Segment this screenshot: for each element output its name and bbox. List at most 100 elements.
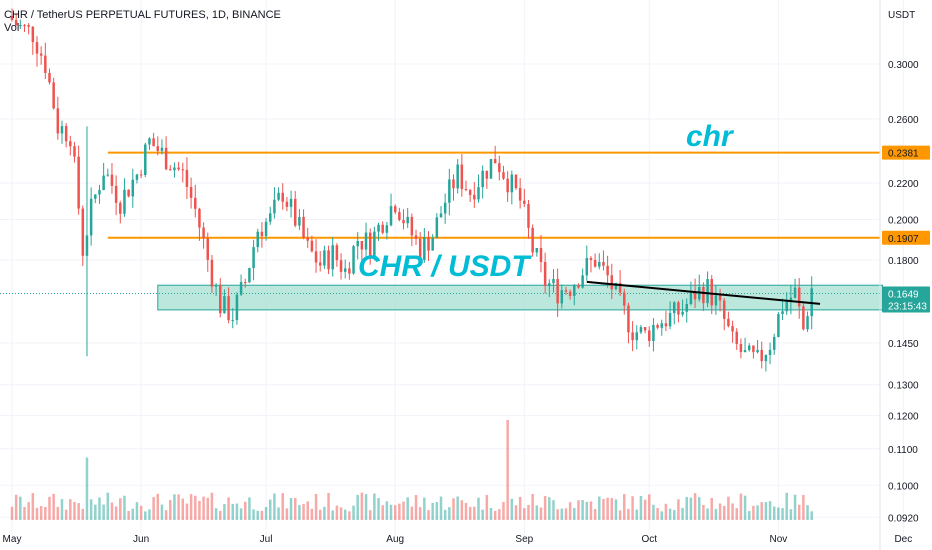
- volume-bar: [589, 501, 593, 520]
- volume-bars: [10, 420, 813, 520]
- volume-bar: [210, 492, 214, 520]
- candle-body: [456, 164, 459, 189]
- volume-bar: [577, 500, 580, 520]
- candle-body: [177, 167, 180, 170]
- candle-body: [727, 318, 730, 327]
- volume-bar: [356, 494, 359, 520]
- candle-body: [77, 156, 80, 209]
- candle-body: [560, 290, 564, 304]
- volume-bar: [206, 497, 210, 520]
- volume-bar: [789, 509, 793, 520]
- volume-bar: [677, 499, 680, 520]
- candle-body: [777, 314, 780, 338]
- chr-annotation: chr: [686, 120, 735, 153]
- candle-body: [527, 203, 530, 228]
- candle-body: [289, 198, 293, 207]
- candle-body: [614, 282, 618, 290]
- candle-body: [302, 217, 305, 238]
- volume-bar: [348, 511, 351, 520]
- volume-bar: [19, 496, 22, 520]
- volume-bar: [256, 510, 259, 520]
- candle-body: [635, 332, 639, 341]
- candle-body: [106, 174, 110, 176]
- candle-body: [268, 213, 272, 222]
- candle-body: [381, 224, 384, 233]
- trendline: [586, 280, 821, 305]
- volume-bar: [702, 504, 705, 520]
- volume-bar: [181, 498, 185, 520]
- volume-bar: [806, 505, 809, 520]
- volume-bar: [760, 502, 763, 520]
- candle-body: [273, 199, 276, 214]
- candle-body: [293, 198, 297, 226]
- volume-bar: [493, 510, 497, 520]
- volume-bar: [785, 492, 788, 520]
- volume-bar: [44, 507, 47, 520]
- candle-body: [518, 188, 522, 201]
- volume-bar: [664, 503, 668, 520]
- volume-bar: [260, 510, 264, 520]
- volume-bar: [602, 498, 605, 520]
- y-tick-label: 0.1800: [888, 256, 919, 267]
- volume-bar: [144, 511, 147, 520]
- volume-bar: [268, 499, 272, 520]
- volume-bar: [431, 502, 434, 520]
- candle-body: [656, 324, 659, 328]
- volume-bar: [810, 511, 813, 520]
- chart-grid: [0, 0, 904, 536]
- candle-body: [648, 330, 651, 342]
- volume-bar: [389, 504, 393, 520]
- volume-bar: [652, 504, 655, 520]
- volume-bar: [114, 506, 118, 520]
- volume-bar: [85, 457, 89, 520]
- candle-body: [556, 278, 559, 304]
- volume-bar: [352, 505, 355, 520]
- volume-bar: [747, 511, 751, 520]
- candle-body: [564, 290, 568, 292]
- volume-bar: [556, 509, 559, 520]
- candle-body: [239, 282, 243, 295]
- candle-body: [160, 147, 164, 151]
- candle-body: [598, 261, 601, 267]
- volume-bar: [94, 504, 97, 520]
- symbol-title: CHR / TetherUS PERPETUAL FUTURES, 1D, BI…: [4, 9, 281, 21]
- volume-bar: [481, 509, 484, 520]
- candle-body: [48, 72, 51, 83]
- candle-body: [110, 174, 114, 186]
- volume-bar: [772, 506, 776, 520]
- support-zone-rect: [157, 284, 884, 311]
- candle-body: [639, 327, 643, 333]
- candle-body: [156, 146, 160, 151]
- volume-bar: [527, 504, 530, 520]
- time-axis: May Jun Jul Aug Sep Oct Nov Dec: [3, 534, 913, 545]
- last-price-tag: 0.1649: [888, 289, 919, 300]
- volume-bar: [585, 501, 589, 520]
- currency-label: USDT: [888, 10, 915, 21]
- volume-bar: [573, 508, 576, 520]
- candle-body: [493, 159, 497, 164]
- candle-body: [485, 170, 489, 179]
- candle-body: [756, 349, 759, 353]
- candle-body: [722, 300, 726, 319]
- volume-bar: [277, 507, 280, 520]
- volume-bar: [169, 500, 172, 520]
- candle-body: [768, 349, 772, 356]
- volume-bar: [543, 495, 547, 520]
- candle-body: [685, 304, 689, 312]
- candle-body: [706, 279, 709, 304]
- candle-body: [198, 208, 201, 228]
- candle-body: [148, 138, 151, 145]
- candle-body: [94, 194, 97, 199]
- volume-bar: [539, 507, 543, 520]
- volume-bar: [377, 498, 380, 520]
- volume-bar: [722, 505, 726, 520]
- volume-bar: [23, 506, 26, 520]
- candle-body: [718, 295, 722, 301]
- volume-bar: [156, 493, 160, 520]
- candle-body: [343, 268, 347, 272]
- candle-body: [27, 25, 30, 27]
- candle-body: [393, 206, 397, 213]
- x-tick-label: Dec: [894, 534, 912, 545]
